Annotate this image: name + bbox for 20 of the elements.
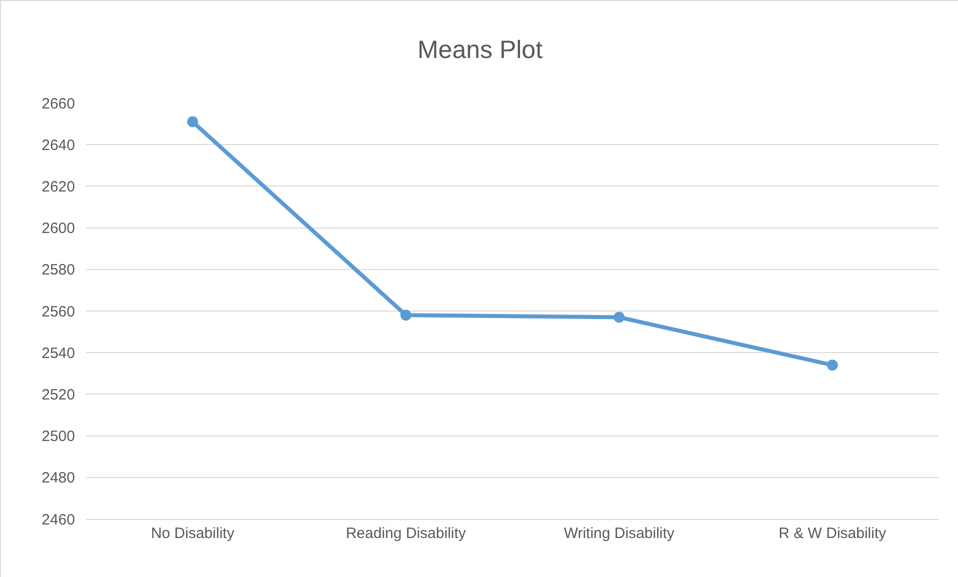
y-tick-label: 2580: [42, 262, 75, 279]
y-tick-label: 2640: [42, 136, 75, 154]
point: [187, 116, 198, 128]
x-tick-label: Writing Disability: [564, 525, 675, 542]
y-tick-label: 2600: [42, 220, 75, 238]
y-tick-label: 2480: [42, 470, 75, 487]
x-tick-label: No Disability: [150, 525, 235, 542]
point: [826, 360, 838, 371]
y-tick-label: 2560: [42, 303, 75, 320]
y-tick-label: 2620: [42, 178, 75, 196]
y-tick-label: 2660: [42, 95, 75, 112]
point: [614, 312, 625, 323]
y-tick-label: 2540: [42, 344, 75, 362]
point: [400, 310, 412, 321]
x-tick-label: Reading Disability: [346, 525, 466, 542]
y-tick-label: 2500: [42, 428, 75, 446]
y-tick-label: 2460: [42, 511, 75, 528]
x-tick-label: R & W Disability: [778, 525, 887, 542]
y-tick-label: 2520: [42, 386, 75, 404]
chart-title: Means Plot: [417, 36, 543, 64]
